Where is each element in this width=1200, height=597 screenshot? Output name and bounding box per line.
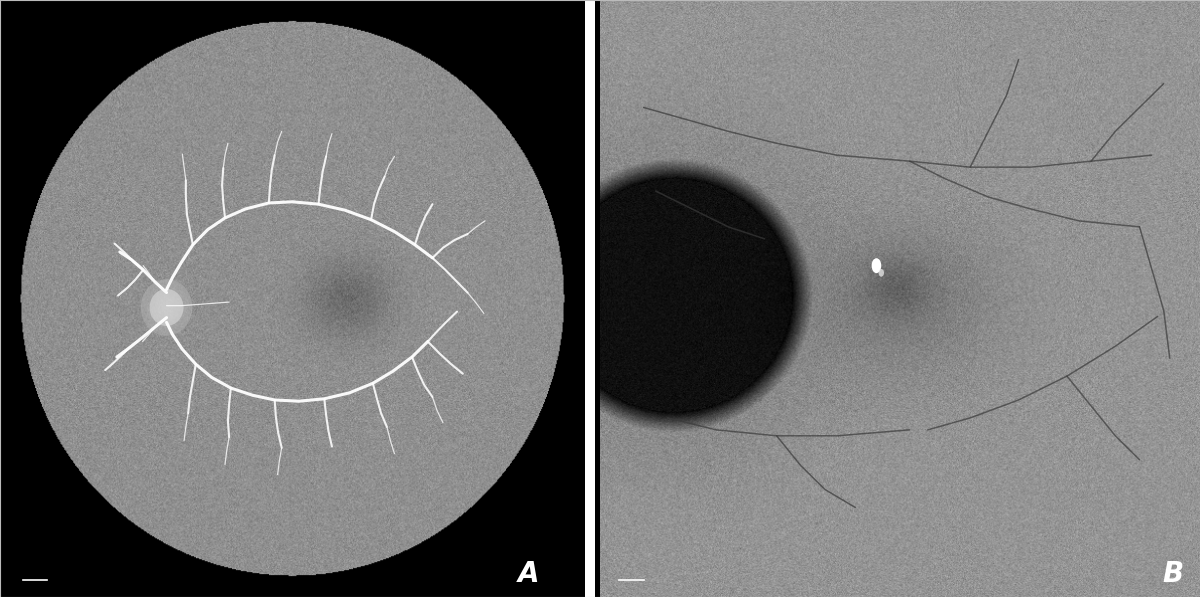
Bar — [595, 0, 600, 597]
Text: A: A — [518, 561, 540, 588]
Ellipse shape — [878, 269, 884, 276]
Ellipse shape — [140, 279, 192, 336]
Ellipse shape — [871, 258, 881, 273]
Text: B: B — [1163, 561, 1183, 588]
Ellipse shape — [150, 289, 184, 326]
